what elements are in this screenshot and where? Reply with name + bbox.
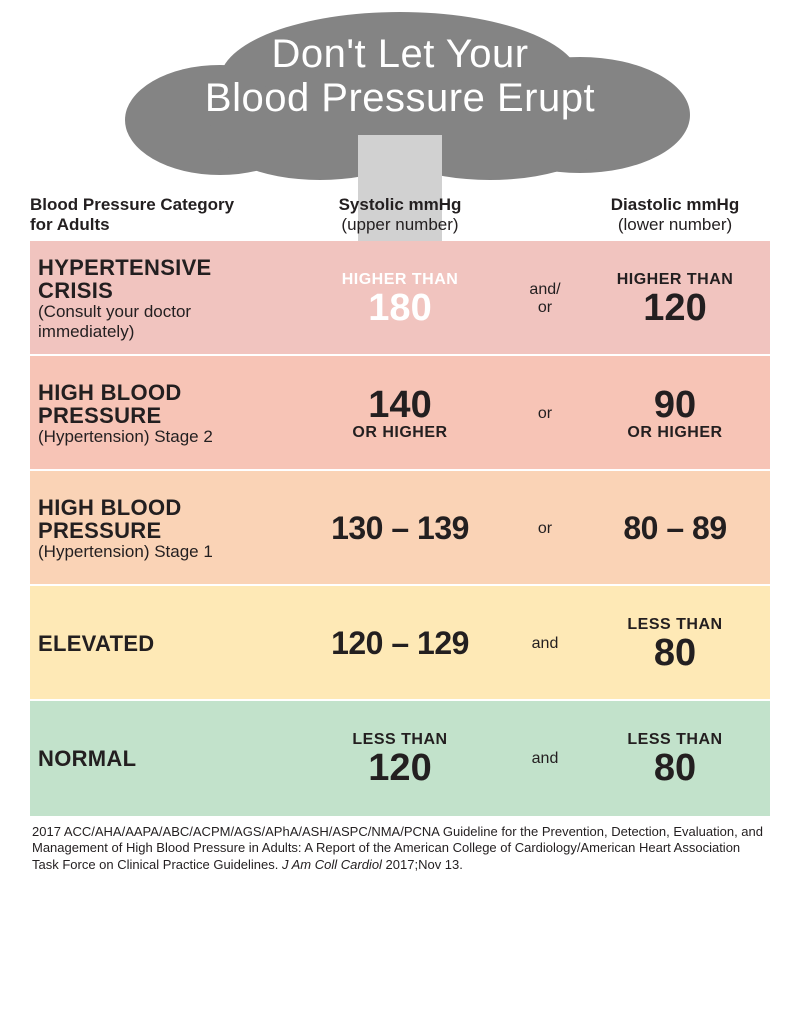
dia-big: 120 [580,289,770,327]
diastolic-cell: HIGHER THAN 120 [580,271,770,327]
conjunction-cell: and [510,635,580,653]
dia-small: LESS THAN [580,731,770,749]
column-headers: Blood Pressure Category for Adults Systo… [30,185,770,241]
conj-l2: or [538,299,552,316]
cat-name-l1: HIGH BLOOD [38,495,182,520]
systolic-cell: 130 – 139 [290,510,510,547]
conj: or [510,520,580,538]
main-title: Don't Let Your Blood Pressure Erupt [30,32,770,120]
sys-range: 130 – 139 [290,510,510,547]
conjunction-cell: or [510,405,580,423]
dia-big: 80 [580,634,770,672]
cat-name: NORMAL [38,747,280,770]
dia-big: 80 [580,749,770,787]
category-cell: HYPERTENSIVE CRISIS (Consult your doctor… [30,256,290,341]
footnote-text2: 2017;Nov 13. [382,857,463,872]
row-elevated: ELEVATED 120 – 129 and LESS THAN 80 [30,586,770,701]
header-category-l2: for Adults [30,215,110,234]
cat-sub-l1: (Consult your doctor [38,302,191,321]
header-diastolic: Diastolic mmHg (lower number) [580,195,770,235]
title-line-1: Don't Let Your [271,32,528,76]
conj: and [510,750,580,768]
cat-name-l2: CRISIS [38,278,113,303]
row-hbp-stage1: HIGH BLOOD PRESSURE (Hypertension) Stage… [30,471,770,586]
row-hbp-stage2: HIGH BLOOD PRESSURE (Hypertension) Stage… [30,356,770,471]
cat-name-l2: PRESSURE [38,403,161,428]
cat-name-l1: HIGH BLOOD [38,380,182,405]
sys-big: 140 [290,386,510,424]
cat-name-l2: PRESSURE [38,518,161,543]
row-normal: NORMAL LESS THAN 120 and LESS THAN 80 [30,701,770,816]
diastolic-cell: LESS THAN 80 [580,616,770,672]
sys-range: 120 – 129 [290,625,510,662]
dia-big: 90 [580,386,770,424]
diastolic-cell: LESS THAN 80 [580,731,770,787]
dia-small: HIGHER THAN [580,271,770,289]
dia-small: LESS THAN [580,616,770,634]
category-cell: ELEVATED [30,632,290,655]
cat-sub: (Hypertension) Stage 2 [38,427,280,447]
sys-small: HIGHER THAN [290,271,510,289]
rows: HYPERTENSIVE CRISIS (Consult your doctor… [30,241,770,816]
row-hypertensive-crisis: HYPERTENSIVE CRISIS (Consult your doctor… [30,241,770,356]
sys-big: 120 [290,749,510,787]
systolic-cell: HIGHER THAN 180 [290,271,510,327]
title-line-2: Blood Pressure Erupt [205,76,595,120]
infographic: Don't Let Your Blood Pressure Erupt Bloo… [0,10,800,883]
systolic-cell: LESS THAN 120 [290,731,510,787]
conjunction-cell: and/ or [510,281,580,317]
diastolic-cell: 90 OR HIGHER [580,386,770,442]
header-category: Blood Pressure Category for Adults [30,195,290,235]
cat-sub-l2: immediately) [38,322,134,341]
systolic-cell: 140 OR HIGHER [290,386,510,442]
dia-range: 80 – 89 [580,510,770,547]
footnote: 2017 ACC/AHA/AAPA/ABC/ACPM/AGS/APhA/ASH/… [30,816,770,883]
header-category-l1: Blood Pressure Category [30,195,234,214]
dia-small: OR HIGHER [580,424,770,442]
diastolic-cell: 80 – 89 [580,510,770,547]
conjunction-cell: and [510,750,580,768]
sys-small: OR HIGHER [290,424,510,442]
conj-l1: and/ [529,281,560,298]
header-systolic-l1: Systolic mmHg [339,195,462,214]
cat-name: ELEVATED [38,632,280,655]
header-systolic-l2: (upper number) [341,215,458,234]
category-cell: NORMAL [30,747,290,770]
header-systolic: Systolic mmHg (upper number) [290,195,510,235]
sys-big: 180 [290,289,510,327]
cat-sub: (Hypertension) Stage 1 [38,542,280,562]
chart-area: Blood Pressure Category for Adults Systo… [30,185,770,883]
conj: or [510,405,580,423]
header-diastolic-l1: Diastolic mmHg [611,195,739,214]
sys-small: LESS THAN [290,731,510,749]
systolic-cell: 120 – 129 [290,625,510,662]
cat-name-l1: HYPERTENSIVE [38,255,212,280]
footnote-ital: J Am Coll Cardiol [282,857,382,872]
conjunction-cell: or [510,520,580,538]
conj: and [510,635,580,653]
category-cell: HIGH BLOOD PRESSURE (Hypertension) Stage… [30,381,290,447]
header-diastolic-l2: (lower number) [618,215,732,234]
category-cell: HIGH BLOOD PRESSURE (Hypertension) Stage… [30,496,290,562]
